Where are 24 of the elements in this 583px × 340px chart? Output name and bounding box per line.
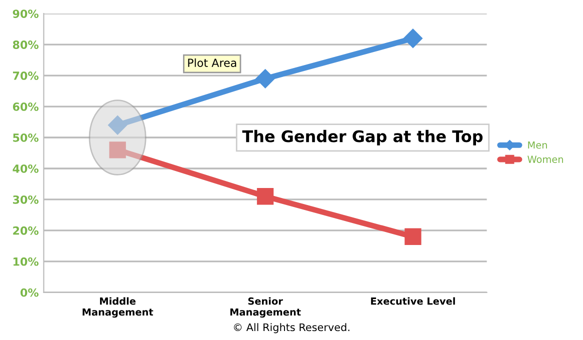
point bbox=[403, 28, 422, 48]
annotation: Plot Area bbox=[188, 58, 236, 68]
x-tick-label: Senior Management bbox=[230, 297, 301, 318]
legend-label: Men bbox=[528, 141, 547, 149]
point bbox=[109, 142, 126, 158]
text: © All Rights Reserved. bbox=[234, 323, 350, 334]
point bbox=[404, 228, 422, 245]
y-tick-label: 50% bbox=[13, 133, 39, 142]
point bbox=[256, 188, 274, 205]
y-tick-label: 90% bbox=[12, 10, 39, 18]
y-tick-label: 80% bbox=[12, 40, 39, 49]
text: The Gender Gap at the Top bbox=[242, 130, 483, 146]
y-tick-label: 20% bbox=[13, 226, 39, 235]
legend-label: Women bbox=[528, 156, 563, 163]
point bbox=[256, 69, 275, 88]
y-tick-label: 40% bbox=[12, 164, 39, 173]
y-tick-label: 60% bbox=[12, 102, 39, 111]
y-tick-label: 70% bbox=[13, 72, 39, 80]
y-tick-label: 0% bbox=[20, 288, 39, 297]
x-tick-label: Executive Level bbox=[371, 297, 455, 305]
y-tick-label: 30% bbox=[13, 195, 39, 204]
y-tick-label: 10% bbox=[14, 257, 39, 266]
point bbox=[108, 116, 128, 135]
x-tick-label: Middle Management bbox=[82, 297, 154, 318]
